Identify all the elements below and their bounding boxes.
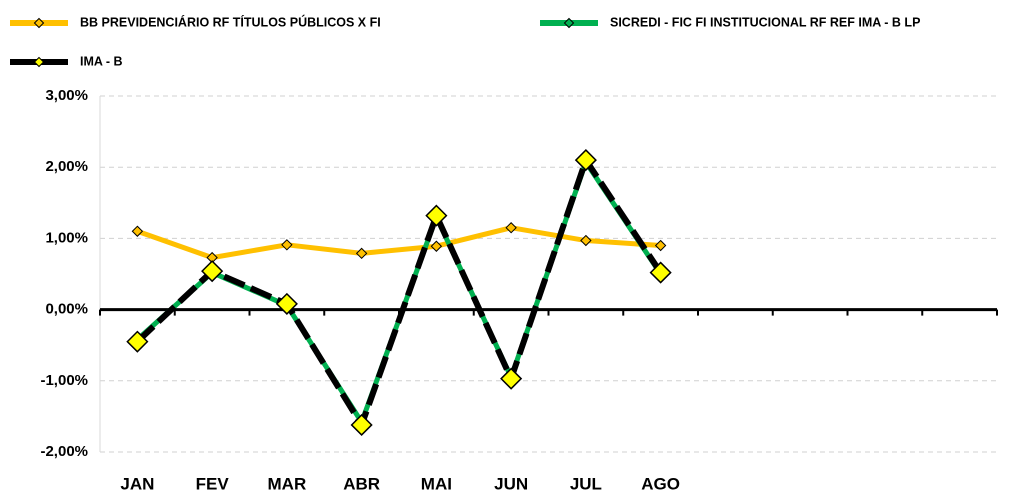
series-line	[135, 157, 664, 428]
y-tick-label: 0,00%	[45, 301, 88, 318]
legend-marker	[563, 17, 575, 29]
x-tick-label: MAR	[268, 474, 307, 493]
x-tick-label: JUL	[570, 474, 602, 493]
data-point	[505, 222, 517, 234]
x-tick-label: FEV	[196, 474, 230, 493]
x-tick-label: AGO	[641, 474, 680, 493]
y-tick-label: 2,00%	[45, 158, 88, 175]
series-line	[136, 225, 661, 261]
data-point	[275, 292, 298, 315]
legend-label: IMA - B	[80, 54, 123, 68]
data-point	[355, 247, 368, 260]
y-tick-label: -1,00%	[40, 372, 88, 389]
data-point	[500, 367, 523, 390]
data-point	[126, 330, 149, 353]
data-point	[574, 149, 597, 172]
data-point	[580, 234, 592, 247]
data-point	[654, 239, 667, 252]
y-tick-label: 1,00%	[45, 229, 88, 246]
data-point	[425, 204, 448, 227]
series-line	[135, 159, 663, 425]
x-tick-label: JAN	[120, 474, 154, 493]
x-tick-label: JUN	[494, 474, 528, 493]
legend-label: BB PREVIDENCIÁRIO RF TÍTULOS PÚBLICOS X …	[80, 14, 381, 29]
data-point	[430, 240, 443, 252]
y-tick-label: 3,00%	[45, 87, 88, 104]
x-tick-label: MAI	[421, 474, 452, 493]
data-point	[350, 413, 373, 437]
data-point	[649, 261, 672, 284]
legend-label: SICREDI - FIC FI INSTITUCIONAL RF REF IM…	[610, 15, 920, 29]
y-tick-label: -2,00%	[40, 443, 88, 460]
data-point	[131, 225, 144, 237]
data-point	[281, 239, 293, 251]
x-tick-label: ABR	[343, 474, 380, 493]
legend-marker	[33, 56, 45, 68]
legend-marker	[33, 17, 45, 29]
data-point	[201, 260, 224, 283]
